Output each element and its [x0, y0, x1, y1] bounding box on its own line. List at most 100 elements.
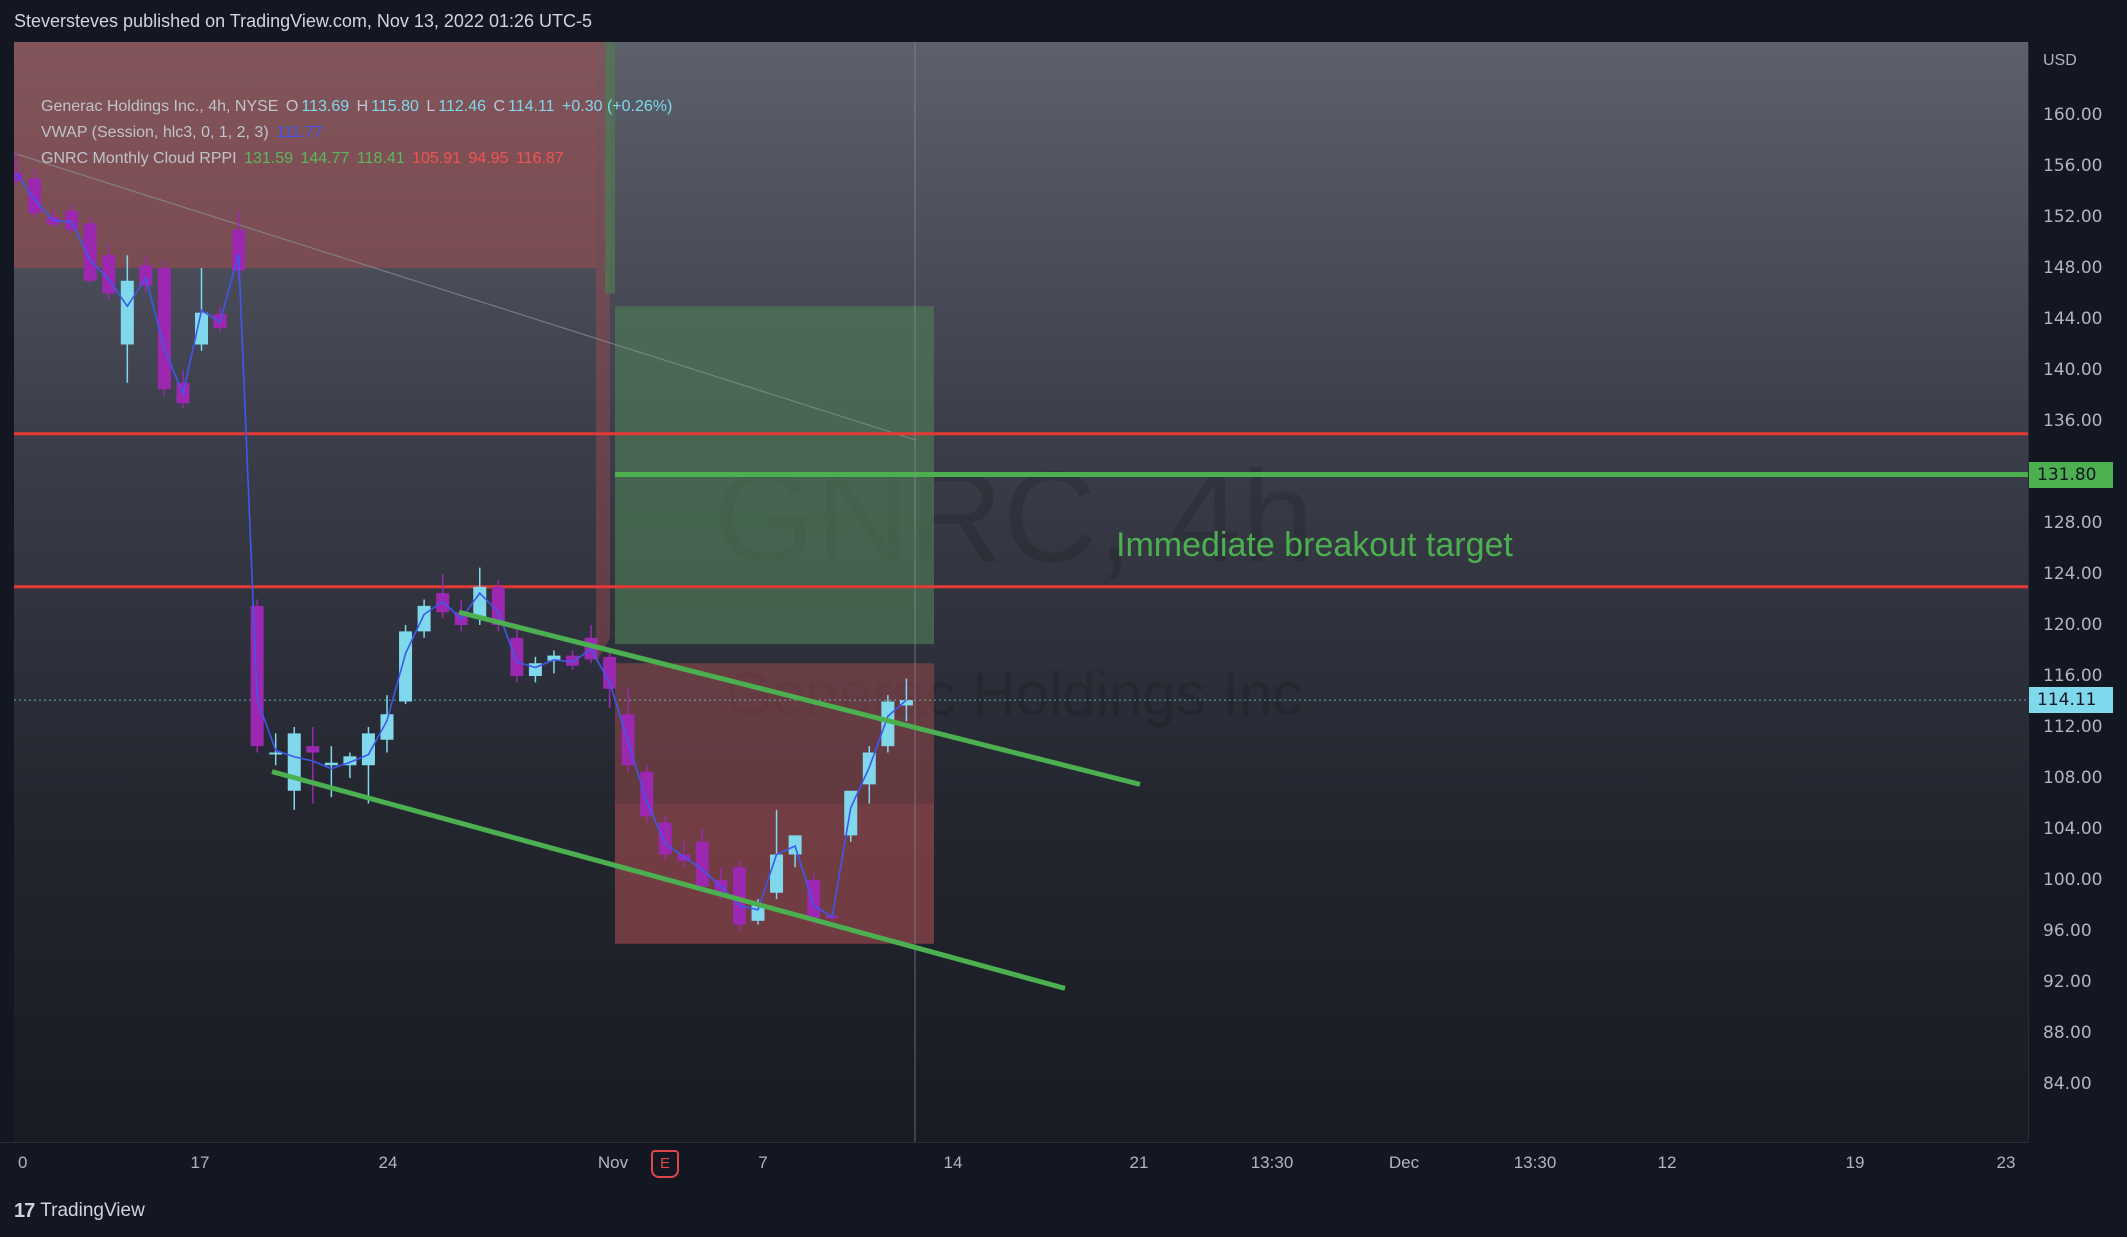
candle-body	[343, 756, 357, 766]
legend-cloud-value: 131.59	[244, 150, 294, 167]
legend-h-label: H	[356, 98, 369, 115]
time-tick-label: 7	[758, 1153, 768, 1172]
legend-cloud-value: 105.91	[412, 150, 461, 167]
candle-body	[157, 268, 171, 390]
price-tick-label: 124.00	[2043, 564, 2103, 584]
candle-body	[566, 655, 579, 666]
axis-currency[interactable]: USD	[2043, 52, 2077, 69]
price-tick-label: 136.00	[2043, 411, 2103, 431]
cloud-red-zone	[14, 42, 596, 268]
price-tick-label: 104.00	[2043, 819, 2103, 839]
channel-lower-line	[271, 769, 1066, 991]
footer-brand[interactable]: 17 TradingView	[14, 1196, 145, 1226]
vwap-line	[15, 172, 907, 919]
candle-body	[658, 822, 672, 855]
time-tick-label: 21	[1129, 1153, 1149, 1172]
price-tick-label: 116.00	[2043, 666, 2103, 686]
candle-body	[361, 733, 375, 766]
publish-header: Steversteves published on TradingView.co…	[0, 0, 2127, 42]
candle-body	[195, 312, 208, 345]
cloud-red-lower-zone	[615, 663, 934, 944]
time-tick-label: 17	[190, 1153, 210, 1172]
price-tick-label: 84.00	[2043, 1074, 2092, 1094]
price-tick-label: 160.00	[2043, 105, 2103, 125]
candle-body	[788, 835, 802, 855]
candle-body	[250, 605, 264, 747]
candle-body	[28, 178, 42, 214]
candle-body	[473, 586, 487, 619]
time-tick-label: 0	[18, 1153, 28, 1172]
price-tick-label: 92.00	[2043, 972, 2092, 992]
legend-cloud-title[interactable]: GNRC Monthly Cloud RPPI	[41, 150, 237, 167]
candle-body	[120, 280, 134, 345]
legend-close: 114.11	[508, 98, 555, 115]
time-tick-label: Dec	[1388, 1153, 1420, 1172]
price-axis[interactable]: USD 160.00 156.00 152.00 148.00 144.00 140.00…	[2028, 42, 2127, 1142]
legend-change: +0.30 (+0.26%)	[562, 98, 673, 115]
legend-cloud-value: 94.95	[468, 150, 509, 167]
price-tick-label: 144.00	[2043, 309, 2103, 329]
legend-symbol-row: Generac Holdings Inc., 4h, NYSE O 113.69 …	[41, 94, 675, 120]
candle-body	[510, 637, 524, 676]
chart-pane[interactable]: GNRC, 4h Generac Holdings Inc Generac Hol…	[14, 42, 2028, 1178]
price-tick-label: 112.00	[2043, 717, 2103, 737]
time-tick-label: 13:30	[1513, 1153, 1557, 1172]
candle-body	[324, 762, 338, 766]
time-axis[interactable]: 0 17 24 Nov 7 14 21 13:30 Dec 13:30 12 19 23	[0, 1142, 2028, 1187]
target-price-badge: 131.80	[2029, 461, 2113, 488]
candle-body	[547, 655, 561, 661]
candle-body	[269, 752, 283, 755]
candle-body	[399, 631, 413, 702]
earnings-marker[interactable]: E	[651, 1150, 679, 1178]
legend-c-label: C	[493, 98, 505, 115]
publish-text: Steversteves published on TradingView.co…	[14, 10, 592, 31]
candle-body	[232, 229, 246, 271]
channel-upper-line	[458, 609, 1141, 787]
price-tick-label: 100.00	[2043, 870, 2103, 890]
legend-low: 112.46	[438, 98, 486, 115]
legend-symbol[interactable]: Generac Holdings Inc., 4h, NYSE	[41, 98, 279, 115]
price-tick-label: 128.00	[2043, 513, 2103, 533]
time-tick-label: Nov	[597, 1153, 629, 1172]
breakout-target-annotation[interactable]: Immediate breakout target	[1116, 526, 1513, 564]
candle-body	[287, 733, 301, 791]
candle-body	[677, 854, 691, 861]
candle-body	[770, 854, 784, 893]
candle-body	[417, 605, 431, 632]
legend-open: 113.69	[301, 98, 350, 115]
candle-body	[899, 700, 913, 706]
price-tick-label: 96.00	[2043, 921, 2092, 941]
candle-body	[83, 223, 97, 281]
candle-body	[139, 265, 153, 286]
legend-l-label: L	[426, 98, 436, 115]
time-tick-label: 14	[943, 1153, 963, 1172]
price-tick-label: 148.00	[2043, 258, 2103, 278]
tradingview-logo-icon: 17	[14, 1199, 35, 1222]
last-price-badge: 114.11	[2029, 687, 2113, 714]
candle-body	[380, 714, 394, 740]
time-tick-label: 12	[1657, 1153, 1677, 1172]
legend-high: 115.80	[371, 98, 419, 115]
time-tick-label: 13:30	[1250, 1153, 1294, 1172]
time-tick-label: 23	[1996, 1153, 2016, 1172]
candle-body	[65, 210, 79, 230]
price-tick-label: 88.00	[2043, 1023, 2092, 1043]
candle-body	[640, 771, 654, 817]
brand-name: TradingView	[40, 1200, 145, 1221]
legend-o-label: O	[285, 98, 299, 115]
time-tick-label: 24	[378, 1153, 398, 1172]
legend-cloud-row[interactable]: GNRC Monthly Cloud RPPI 131.59 144.77 11…	[41, 146, 675, 172]
legend-cloud-value: 144.77	[300, 150, 350, 167]
candle-body	[732, 867, 746, 925]
price-tick-label: 156.00	[2043, 156, 2103, 176]
legend-vwap-title[interactable]: VWAP (Session, hlc3, 0, 1, 2, 3)	[41, 124, 269, 141]
legend-vwap-row[interactable]: VWAP (Session, hlc3, 0, 1, 2, 3) 111.77	[41, 120, 675, 146]
cloud-green-edge	[605, 42, 615, 294]
trend-line-faint	[14, 152, 917, 441]
legend-vwap-value: 111.77	[276, 124, 323, 141]
legend: Generac Holdings Inc., 4h, NYSE O 113.69 …	[41, 94, 675, 172]
price-tick-label: 120.00	[2043, 615, 2103, 635]
candle-body	[491, 586, 505, 625]
price-tick-label: 108.00	[2043, 768, 2103, 788]
